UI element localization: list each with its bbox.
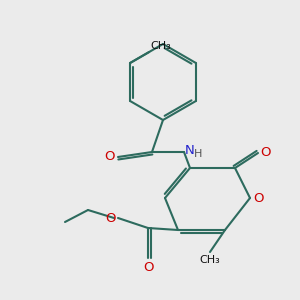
Text: O: O [106, 212, 116, 224]
Text: O: O [253, 191, 263, 205]
Text: CH₃: CH₃ [150, 41, 171, 51]
Text: N: N [185, 145, 195, 158]
Text: CH₃: CH₃ [200, 255, 220, 265]
Text: O: O [260, 146, 271, 160]
Text: H: H [194, 149, 202, 159]
Text: O: O [104, 151, 115, 164]
Text: O: O [143, 261, 153, 274]
